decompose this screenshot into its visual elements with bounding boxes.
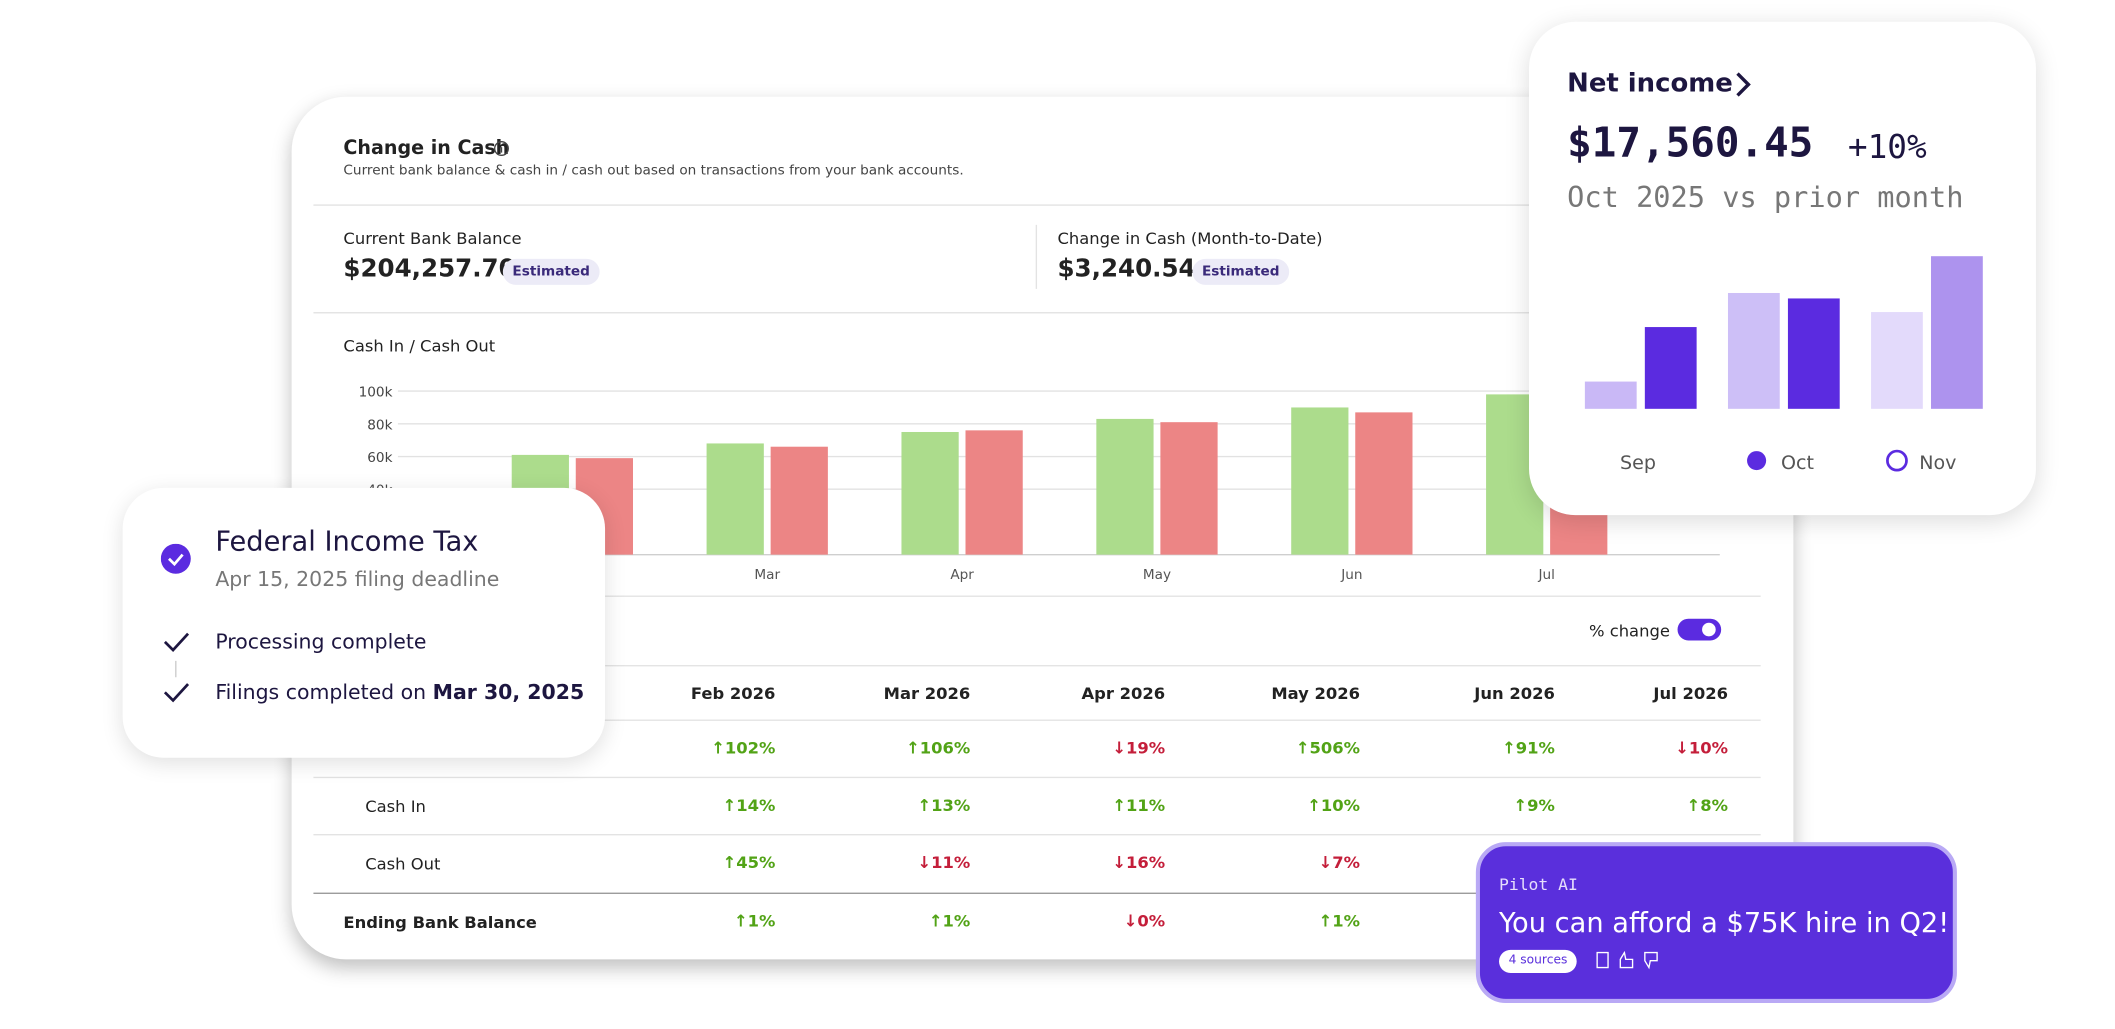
bar bbox=[1644, 327, 1697, 409]
toggle[interactable] bbox=[1677, 618, 1722, 641]
column-header: May 2026 bbox=[1271, 684, 1361, 704]
step-text: Filings completed on bbox=[215, 680, 433, 705]
cell: ↑10% bbox=[1307, 795, 1361, 815]
check-circle bbox=[160, 543, 191, 574]
cell: ↑8% bbox=[1686, 795, 1728, 815]
net-value: $17,560.45 bbox=[1567, 119, 1814, 168]
net-title[interactable]: Net income bbox=[1567, 68, 1733, 99]
divider bbox=[313, 776, 1761, 779]
cell: ↑106% bbox=[906, 738, 971, 758]
step: Processing complete bbox=[215, 629, 427, 655]
column-header: Jun 2026 bbox=[1474, 684, 1555, 704]
bar bbox=[1584, 381, 1637, 409]
y-tick-label: 100k bbox=[359, 385, 393, 401]
bar bbox=[901, 431, 959, 555]
badge: Estimated bbox=[502, 258, 600, 285]
x-tick-label: Jun bbox=[1340, 567, 1362, 583]
bar bbox=[1160, 422, 1218, 555]
column-header: Feb 2026 bbox=[690, 684, 776, 704]
divider bbox=[313, 665, 1761, 667]
card-subtitle: Current bank balance & cash in / cash ou… bbox=[343, 163, 964, 179]
cell: ↓0% bbox=[1123, 911, 1166, 931]
cell: ↑13% bbox=[917, 795, 971, 815]
metric-label: Change in Cash (Month-to-Date) bbox=[1057, 228, 1323, 249]
steps-icons bbox=[163, 632, 190, 703]
bar bbox=[1787, 298, 1840, 409]
tax-title: Federal Income Tax bbox=[215, 524, 479, 558]
cell: ↑1% bbox=[928, 911, 971, 931]
net-subtitle: Oct 2025 vs prior month bbox=[1567, 181, 1964, 214]
cell: ↑1% bbox=[1318, 911, 1361, 931]
bar bbox=[1727, 292, 1780, 409]
cell: ↑11% bbox=[1112, 795, 1166, 815]
bar bbox=[1931, 256, 1983, 409]
x-tick-label: Nov bbox=[1919, 452, 1956, 474]
column-header: Mar 2026 bbox=[883, 684, 971, 704]
sources-pill[interactable]: 4 sources bbox=[1499, 949, 1577, 974]
x-tick-label: Oct bbox=[1781, 452, 1814, 474]
legend-marker bbox=[1886, 449, 1908, 472]
cell: ↓19% bbox=[1112, 738, 1166, 758]
bar bbox=[770, 446, 828, 555]
feedback-icons[interactable] bbox=[1594, 951, 1662, 970]
cell: ↑102% bbox=[711, 738, 776, 758]
x-tick-label: Apr bbox=[950, 567, 974, 583]
metric-value: $204,257.70 bbox=[343, 254, 516, 284]
tax-card: Federal Income Tax Apr 15, 2025 filing d… bbox=[122, 487, 606, 758]
x-tick-label: Jul bbox=[1538, 567, 1555, 583]
divider bbox=[313, 719, 1761, 721]
toggle-label: % change bbox=[1588, 621, 1670, 641]
bar bbox=[1291, 407, 1349, 555]
bar bbox=[1096, 418, 1154, 555]
metric-value: $3,240.54 bbox=[1057, 254, 1196, 284]
divider bbox=[313, 834, 1761, 836]
cell: ↑9% bbox=[1513, 795, 1555, 815]
cell: ↓11% bbox=[917, 853, 971, 873]
cell: ↑1% bbox=[733, 911, 776, 931]
chevron[interactable] bbox=[1733, 71, 1752, 98]
divider bbox=[313, 204, 1761, 206]
cell: ↓7% bbox=[1318, 853, 1361, 873]
pilot-label: Pilot AI bbox=[1499, 874, 1578, 894]
divider bbox=[313, 892, 1761, 894]
tax-subtitle: Apr 15, 2025 filing deadline bbox=[215, 566, 500, 592]
divider bbox=[313, 595, 1761, 597]
row-label: Ending Bank Balance bbox=[343, 913, 537, 933]
bar bbox=[965, 430, 1023, 555]
y-tick-label: 80k bbox=[367, 417, 392, 433]
chart-title: Cash In / Cash Out bbox=[343, 336, 496, 356]
divider bbox=[313, 312, 1761, 314]
net-change: +10% bbox=[1847, 128, 1927, 167]
bar bbox=[706, 443, 764, 555]
x-tick-label: Sep bbox=[1620, 452, 1656, 474]
cell: ↑91% bbox=[1502, 738, 1555, 758]
pilot-card: Pilot AI You can afford a $75K hire in Q… bbox=[1475, 842, 1957, 1003]
legend-marker bbox=[1747, 451, 1767, 471]
cell: ↑506% bbox=[1295, 738, 1361, 758]
cell: ↓10% bbox=[1675, 738, 1728, 758]
bar bbox=[1871, 312, 1923, 409]
column-header: Apr 2026 bbox=[1081, 684, 1166, 704]
x-tick-label: Mar bbox=[754, 567, 780, 583]
card-title: Change in Cash bbox=[343, 137, 510, 160]
step-date: Mar 30, 2025 bbox=[432, 680, 585, 705]
divider bbox=[1035, 224, 1038, 289]
metric-label: Current Bank Balance bbox=[343, 228, 522, 249]
bar bbox=[1355, 412, 1413, 555]
cell: ↓16% bbox=[1112, 853, 1166, 873]
x-tick-label: May bbox=[1143, 567, 1171, 583]
info-icon bbox=[493, 141, 509, 157]
row-label: Cash In bbox=[365, 797, 426, 817]
y-tick-label: 60k bbox=[367, 450, 392, 466]
badge: Estimated bbox=[1192, 258, 1290, 285]
pilot-message: You can afford a $75K hire in Q2! bbox=[1499, 906, 1950, 939]
cell: ↑45% bbox=[722, 853, 776, 873]
row-label: Cash Out bbox=[365, 854, 441, 874]
cell: ↑14% bbox=[722, 795, 776, 815]
step: Filings completed on Mar 30, 2025 bbox=[215, 680, 585, 705]
column-header: Jul 2026 bbox=[1653, 684, 1728, 704]
